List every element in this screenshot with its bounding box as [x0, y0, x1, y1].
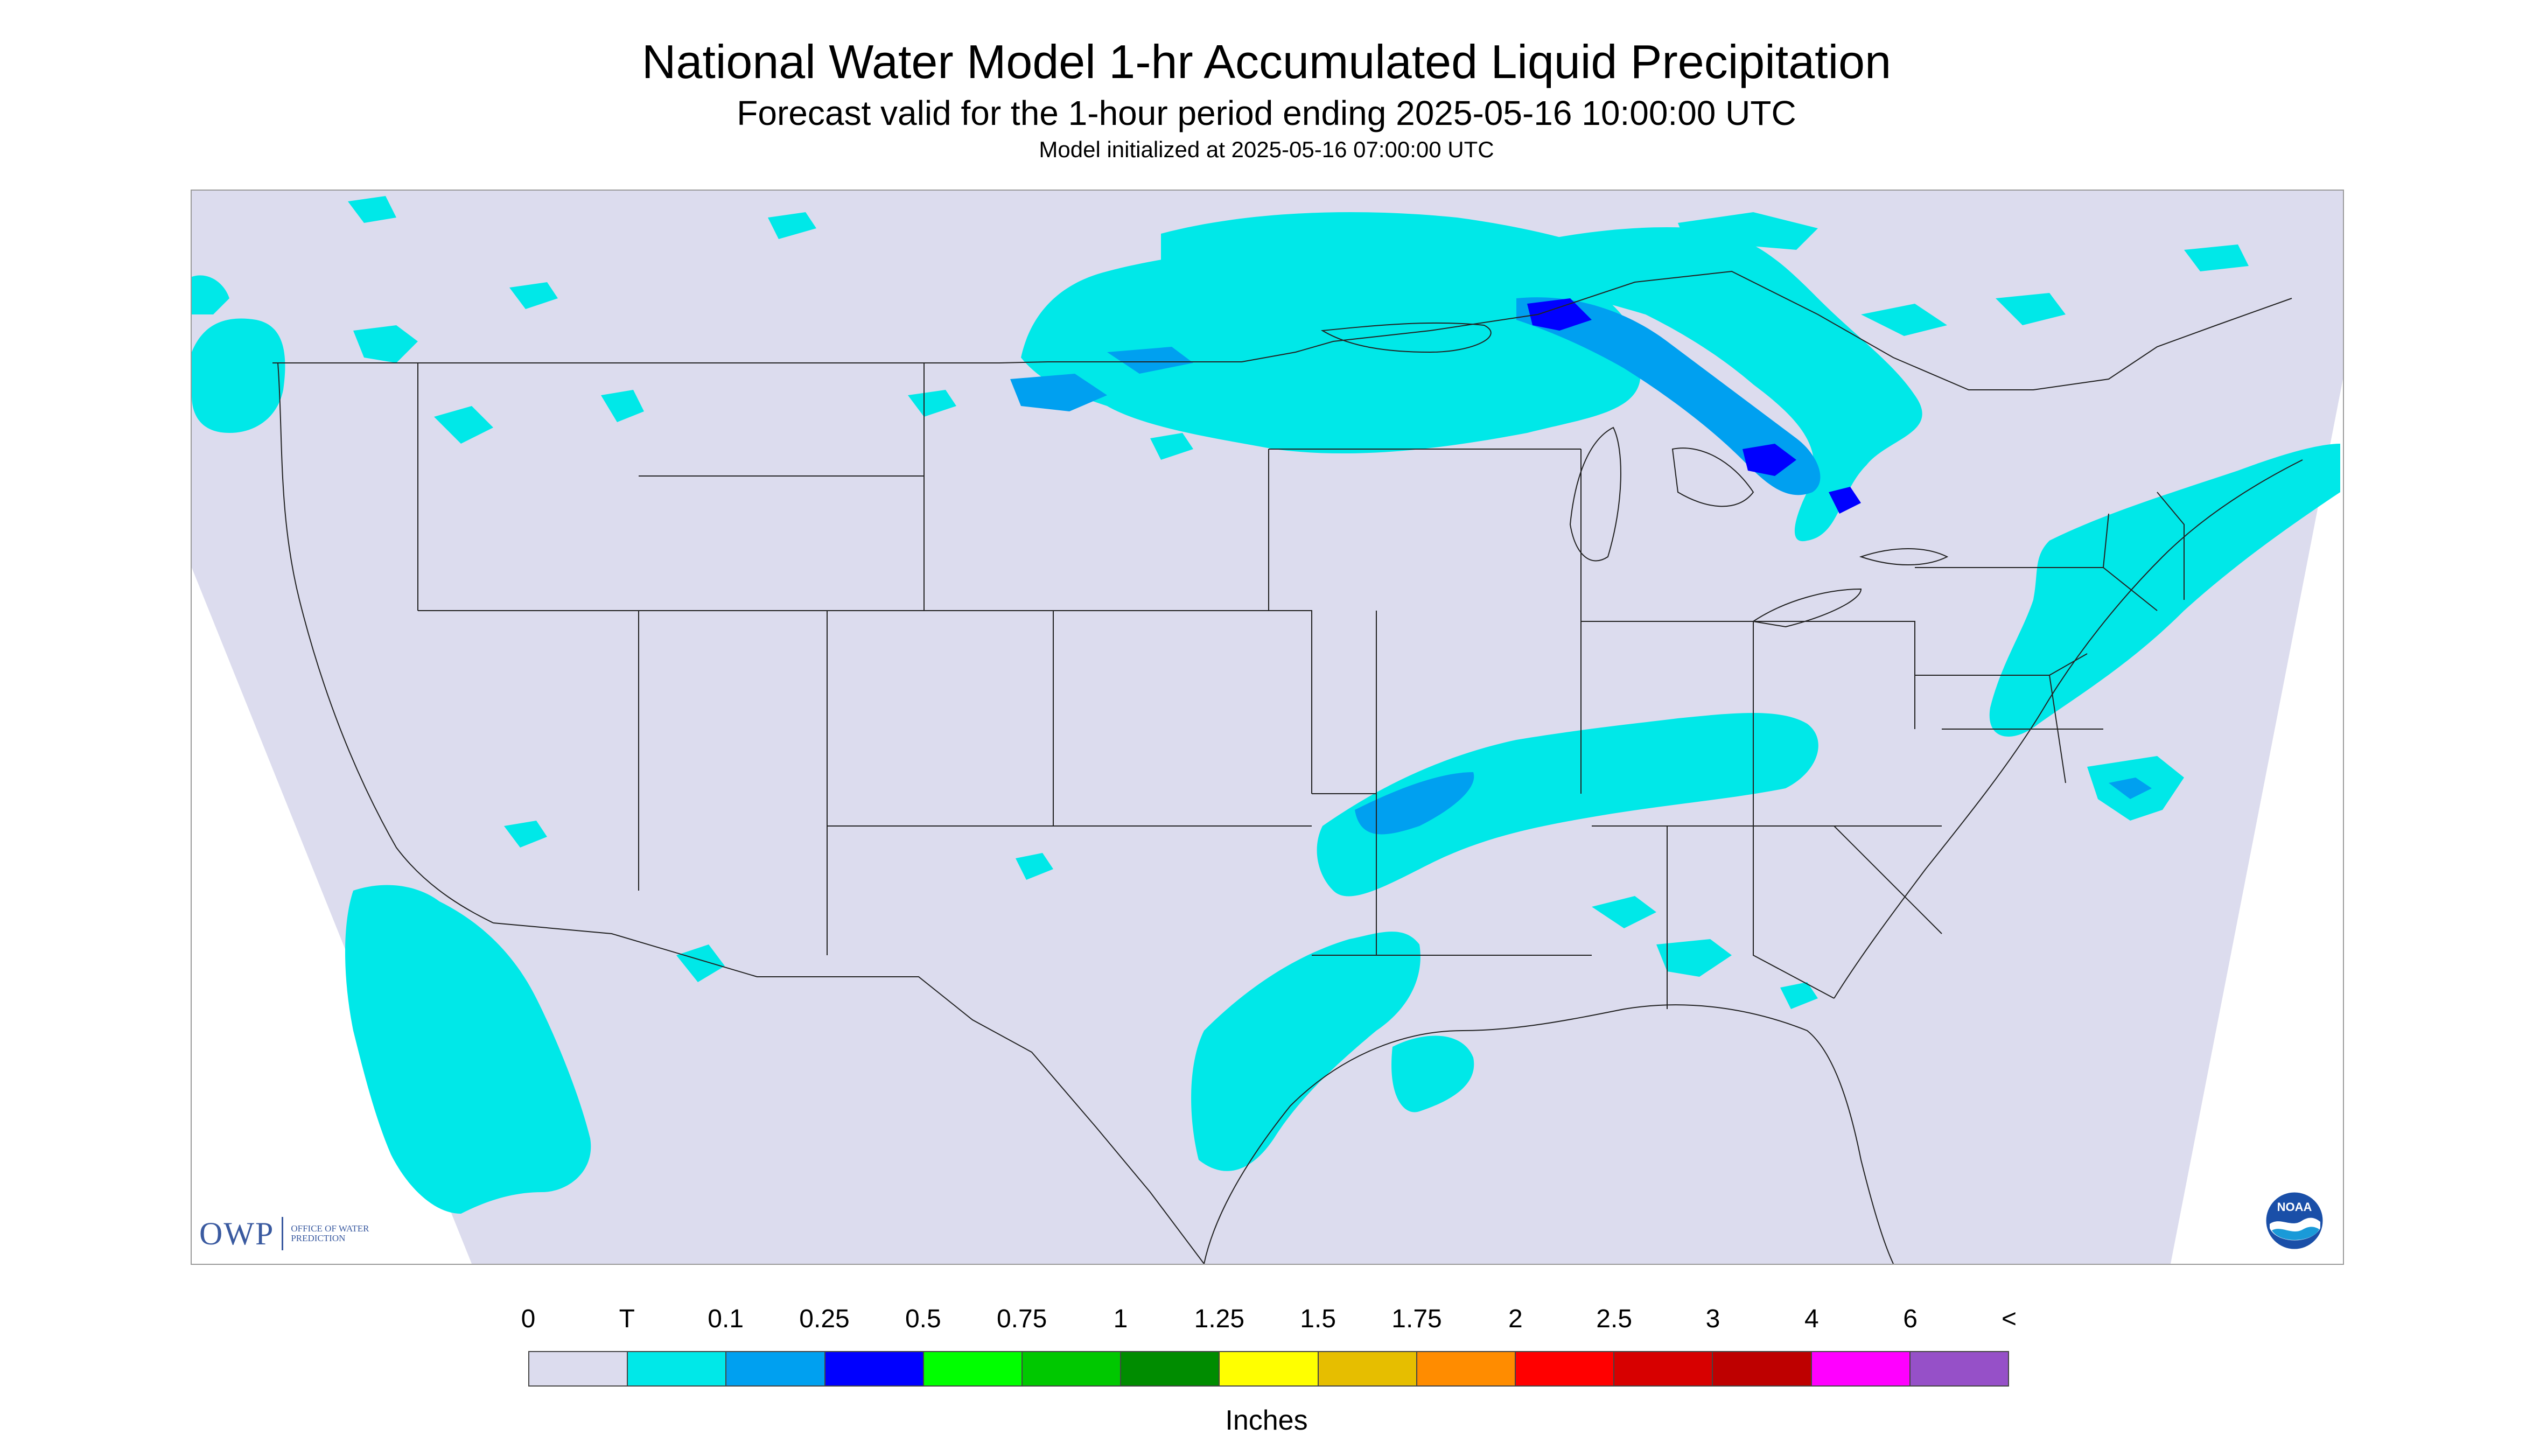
great-lakes-outline — [1320, 322, 1949, 628]
map-canvas — [192, 191, 2343, 1264]
coastline-gulf-atlantic — [1203, 459, 2303, 1264]
precip-area-california-offshore — [345, 885, 591, 1214]
precip-heavy-great-lakes-cell — [1527, 298, 1592, 331]
legend-tick-label: 0 — [521, 1305, 536, 1333]
legend-tick-label: T — [619, 1305, 635, 1333]
precip-heavy-erie-cell — [1743, 444, 1796, 476]
map-title: National Water Model 1-hr Accumulated Li… — [641, 35, 1892, 88]
legend-swatch — [726, 1352, 825, 1385]
precip-heavy-layer — [1527, 298, 1861, 514]
precip-area-northern-plains — [1021, 238, 1641, 454]
precip-medium-atlantic — [2109, 778, 2152, 799]
precip-area-lake-superior-cluster — [1678, 212, 1818, 250]
precip-area-great-lakes-band — [1473, 227, 1922, 542]
noaa-logo-text: NOAA — [2277, 1200, 2312, 1214]
legend-swatch — [1516, 1352, 1615, 1385]
owp-logo-divider — [282, 1217, 284, 1250]
legend-swatch — [529, 1352, 628, 1385]
legend-swatch — [1318, 1352, 1417, 1385]
us-mexico-border — [493, 922, 1205, 1264]
legend-units-label: Inches — [1225, 1405, 1308, 1436]
precipitation-map: OWP Office of Water Prediction NOAA — [191, 190, 2344, 1265]
legend-tick-label: 1.25 — [1194, 1305, 1245, 1333]
precip-area-gulf-coast — [1391, 1035, 1474, 1112]
legend-swatch — [1713, 1352, 1812, 1385]
legend-tick-label: 0.25 — [799, 1305, 850, 1333]
legend-swatch — [1910, 1352, 2009, 1385]
legend-tick-label: 1.5 — [1300, 1305, 1337, 1333]
legend-tick-label: 1.75 — [1391, 1305, 1442, 1333]
legend-tick-label: 4 — [1804, 1305, 1819, 1333]
legend-tick-label: 1 — [1113, 1305, 1128, 1333]
owp-logo-mark: OWP — [199, 1216, 275, 1251]
legend-tick-label: 0.75 — [996, 1305, 1047, 1333]
legend-tick-label: 0.5 — [905, 1305, 941, 1333]
legend-tick-label: < — [2001, 1305, 2017, 1333]
precip-area-texas-arkansas-band — [1191, 932, 1421, 1171]
legend-tick-label: 3 — [1705, 1305, 1720, 1333]
precip-light-layer — [192, 196, 2340, 1214]
legend-swatch — [1121, 1352, 1220, 1385]
state-lines-east — [1915, 492, 2185, 783]
legend-swatch — [825, 1352, 924, 1385]
legend-swatch — [1220, 1352, 1319, 1385]
owp-logo-text: Office of Water Prediction — [291, 1223, 369, 1243]
coastline-pacific — [277, 362, 494, 923]
precip-medium-ohio-valley — [1355, 772, 1474, 835]
legend-tick-label: 0.1 — [708, 1305, 744, 1333]
us-canada-border — [272, 270, 2292, 390]
precip-area-ohio-valley-band — [1317, 713, 1818, 897]
legend-swatch — [1811, 1352, 1911, 1385]
model-initialized-note: Model initialized at 2025-05-16 07:00:00… — [1039, 137, 1494, 162]
legend-swatch — [923, 1352, 1023, 1385]
precip-area-southeast-scatter — [1592, 896, 1818, 1009]
precip-medium-plains — [1010, 347, 1193, 411]
legend-swatch — [1614, 1352, 1713, 1385]
precip-medium-great-lakes — [1516, 297, 1821, 495]
legend-tick-label: 6 — [1903, 1305, 1918, 1333]
precip-heavy-ontario-cell — [1829, 487, 1861, 514]
political-boundaries — [272, 270, 2303, 1264]
legend-swatch — [628, 1352, 727, 1385]
precip-medium-layer — [1010, 297, 2152, 835]
precip-area-northeast-coastal — [1989, 444, 2340, 737]
legend-swatch — [1023, 1352, 1122, 1385]
noaa-logo-icon: NOAA — [2264, 1191, 2325, 1251]
legend-tick-labels: 0 T 0.1 0.25 0.5 0.75 1 1.25 1.5 1.75 2 2.5 3 4 6 < — [521, 1303, 2017, 1341]
legend-tick-label: 2.5 — [1596, 1305, 1633, 1333]
legend-color-bar — [528, 1351, 2009, 1387]
legend-tick-label: 2 — [1508, 1305, 1523, 1333]
precip-area-pacific-northwest — [192, 275, 285, 433]
legend-swatch — [1417, 1352, 1516, 1385]
owp-logo: OWP Office of Water Prediction — [199, 1211, 372, 1256]
forecast-valid-subtitle: Forecast valid for the 1-hour period end… — [737, 94, 1796, 132]
